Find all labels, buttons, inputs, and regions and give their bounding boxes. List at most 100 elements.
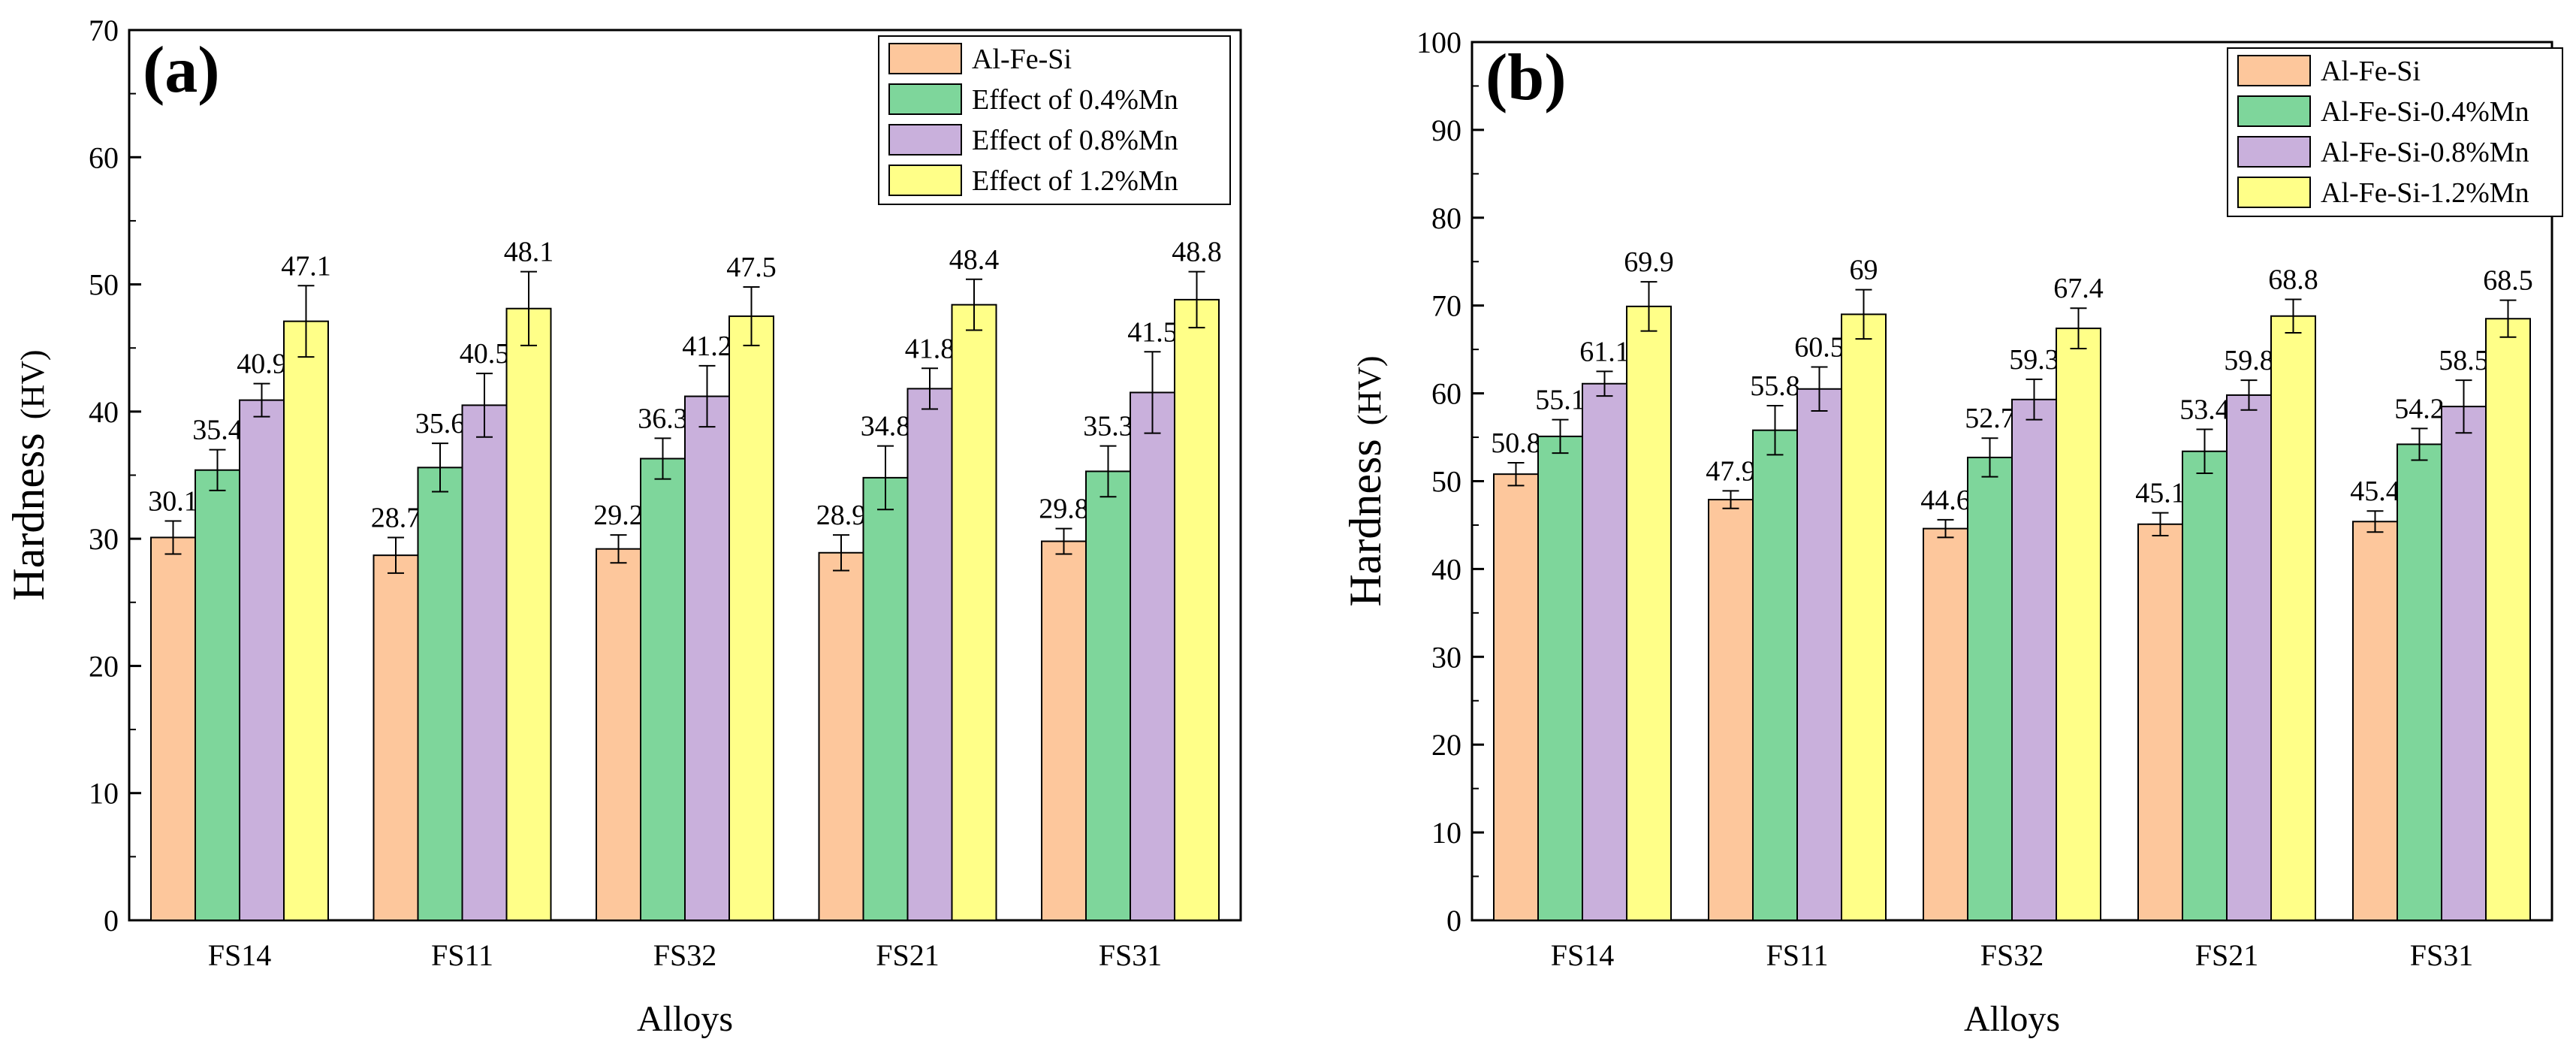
bar-value-label: 47.1 <box>281 250 331 282</box>
y-tick-label: 50 <box>1431 465 1461 499</box>
legend: Al-Fe-Si Al-Fe-Si-0.4%Mn Al-Fe-Si-0.8%Mn Al… <box>2227 47 2563 217</box>
x-tick-label: FS11 <box>1766 938 1828 972</box>
bar <box>2226 394 2272 921</box>
legend-swatch <box>888 43 962 74</box>
y-axis-title: Hardness (HV) <box>4 349 53 600</box>
bar <box>461 404 508 921</box>
y-tick-label: 90 <box>1431 113 1461 147</box>
bar <box>1752 429 1798 921</box>
bar <box>2011 398 2057 921</box>
bar-value-label: 40.9 <box>237 349 287 380</box>
panel-b: 0 10 20 30 40 50 60 70 80 90 100 FS14 50.8 55.1 61.1 69… <box>1341 26 2563 1039</box>
bar-value-label: 35.3 <box>1083 411 1133 442</box>
bar <box>1041 540 1087 921</box>
y-tick-label: 40 <box>1431 552 1461 586</box>
y-tick-label: 30 <box>89 522 119 556</box>
bar-value-label: 54.2 <box>2394 393 2445 424</box>
x-tick-label: FS21 <box>2195 938 2259 972</box>
bar-value-label: 58.5 <box>2439 345 2489 376</box>
bar <box>1708 499 1754 921</box>
bar <box>1967 456 2013 921</box>
legend: Al-Fe-Si Effect of 0.4%Mn Effect of 0.8%Mn… <box>878 35 1231 205</box>
bar <box>2397 443 2442 921</box>
bar-value-label: 48.4 <box>949 244 1000 276</box>
bar <box>150 536 196 921</box>
bar-value-label: 55.1 <box>1535 385 1585 416</box>
legend-label: Effect of 0.4%Mn <box>972 84 1178 116</box>
bar <box>1174 298 1220 921</box>
bar-value-label: 28.7 <box>371 502 421 533</box>
y-tick-label: 10 <box>89 777 119 811</box>
bar <box>195 469 240 921</box>
bar-value-label: 45.4 <box>2350 476 2400 507</box>
bar-value-label: 45.1 <box>2135 478 2185 509</box>
y-tick-label: 30 <box>1431 640 1461 674</box>
bar <box>1626 305 1672 921</box>
panel-a: 0 10 20 30 40 50 60 70 FS14 30.1 35.4 40.9 47.1 FS11 2… <box>4 14 1242 1039</box>
x-axis-title: Alloys <box>1964 999 2060 1039</box>
bar <box>2270 315 2316 921</box>
bar <box>417 467 463 921</box>
bar <box>1537 435 1583 921</box>
y-axis-title-main: Hardness <box>1341 439 1390 606</box>
bar-value-label: 34.8 <box>861 411 911 442</box>
x-tick-label: FS32 <box>1980 938 2044 972</box>
bar-value-label: 47.5 <box>726 252 777 283</box>
bar-value-label: 36.3 <box>638 403 688 434</box>
bar <box>640 458 686 921</box>
legend-label: Al-Fe-Si <box>2321 56 2421 87</box>
x-tick-label: FS14 <box>208 938 272 972</box>
bar-value-label: 47.9 <box>1706 455 1756 487</box>
bar <box>1493 473 1539 921</box>
x-tick-label: FS32 <box>653 938 717 972</box>
bar <box>2056 328 2101 921</box>
legend-label: Effect of 1.2%Mn <box>972 165 1178 197</box>
x-tick-label: FS31 <box>2410 938 2474 972</box>
bar-value-label: 29.2 <box>593 500 644 531</box>
bar <box>2182 450 2228 921</box>
y-axis-title-main: Hardness <box>4 433 53 600</box>
bar <box>283 320 329 921</box>
bar-value-label: 69 <box>1850 255 1878 286</box>
bar <box>373 554 419 922</box>
y-tick-label: 0 <box>104 904 119 938</box>
bar-value-label: 53.4 <box>2179 394 2230 426</box>
y-axis-title-unit: (HV) <box>14 349 51 419</box>
bar-value-label: 59.3 <box>2009 344 2059 376</box>
bar <box>1582 382 1627 921</box>
bar <box>2352 521 2398 921</box>
bar <box>728 315 774 921</box>
bar-value-label: 55.8 <box>1750 370 1800 402</box>
bar-value-label: 48.1 <box>504 237 554 268</box>
bar-value-label: 40.5 <box>460 338 510 370</box>
legend-swatch <box>2237 177 2311 208</box>
y-tick-label: 50 <box>89 268 119 302</box>
y-axis-title: Hardness (HV) <box>1341 355 1390 606</box>
y-tick-label: 20 <box>89 649 119 683</box>
x-tick-label: FS11 <box>431 938 493 972</box>
legend-swatch <box>2237 136 2311 168</box>
bar <box>505 307 552 921</box>
bar-value-label: 29.8 <box>1039 494 1089 525</box>
y-tick-label: 80 <box>1431 201 1461 235</box>
bar-value-label: 50.8 <box>1491 427 1541 459</box>
y-tick-label: 100 <box>1416 26 1461 59</box>
bar <box>1923 527 1968 921</box>
bar <box>2485 318 2531 921</box>
legend-swatch <box>888 83 962 115</box>
bar-value-label: 52.7 <box>1965 403 2015 434</box>
bar-value-label: 59.8 <box>2224 345 2274 376</box>
y-tick-label: 70 <box>1431 289 1461 323</box>
x-tick-label: FS14 <box>1551 938 1615 972</box>
bar <box>596 548 641 922</box>
y-tick-label: 0 <box>1446 904 1461 938</box>
y-axis-title-unit: (HV) <box>1351 355 1388 425</box>
y-tick-label: 60 <box>1431 377 1461 411</box>
bar-value-label: 68.8 <box>2268 264 2318 296</box>
bar-value-label: 30.1 <box>148 485 198 517</box>
bar <box>1841 313 1887 921</box>
bar-value-label: 44.6 <box>1920 485 1971 516</box>
bar <box>1130 391 1175 921</box>
legend-label: Al-Fe-Si-0.8%Mn <box>2321 137 2529 168</box>
